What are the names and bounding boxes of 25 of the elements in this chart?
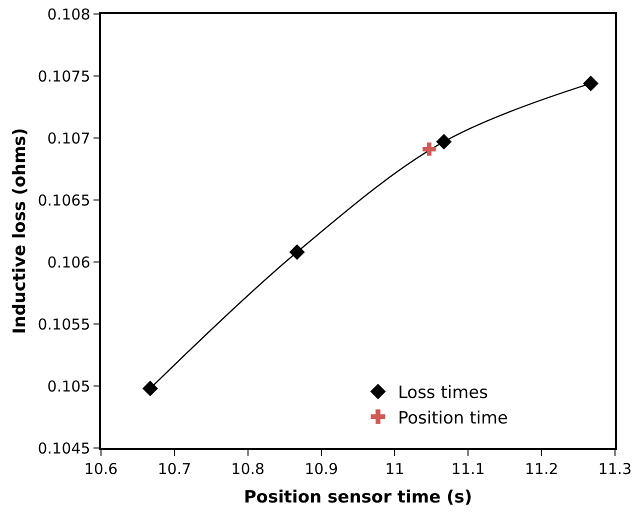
y-tick-label: 0.107: [47, 129, 90, 148]
x-axis-title: Position sensor time (s): [244, 488, 472, 508]
legend-label: Position time: [398, 408, 508, 428]
y-tick-label: 0.1055: [38, 315, 90, 334]
point: [582, 76, 599, 92]
legend-label: Loss times: [398, 383, 488, 404]
x-tick-label: 10.7: [158, 460, 192, 478]
y-tick-label: 0.108: [47, 5, 90, 24]
x-tick-label: 10.9: [304, 460, 338, 478]
point: [436, 134, 452, 150]
point: [142, 380, 158, 396]
x-tick-label: 11: [385, 460, 404, 478]
y-tick-label: 0.1045: [38, 439, 90, 458]
x-tick-label: 10.6: [84, 460, 118, 478]
y-tick-label: 0.1075: [38, 67, 90, 86]
point: [289, 244, 305, 260]
y-axis-title: Inductive loss (ohms): [10, 128, 30, 334]
y-tick-label: 0.106: [47, 253, 90, 272]
x-tick-label: 11.1: [451, 460, 485, 478]
y-tick-label: 0.105: [47, 377, 90, 396]
point: [422, 142, 436, 156]
x-tick-label: 10.8: [231, 460, 265, 478]
y-tick-label: 0.1065: [38, 191, 90, 210]
x-tick-label: 11.3: [598, 460, 632, 478]
x-tick-label: 11.2: [524, 460, 558, 478]
